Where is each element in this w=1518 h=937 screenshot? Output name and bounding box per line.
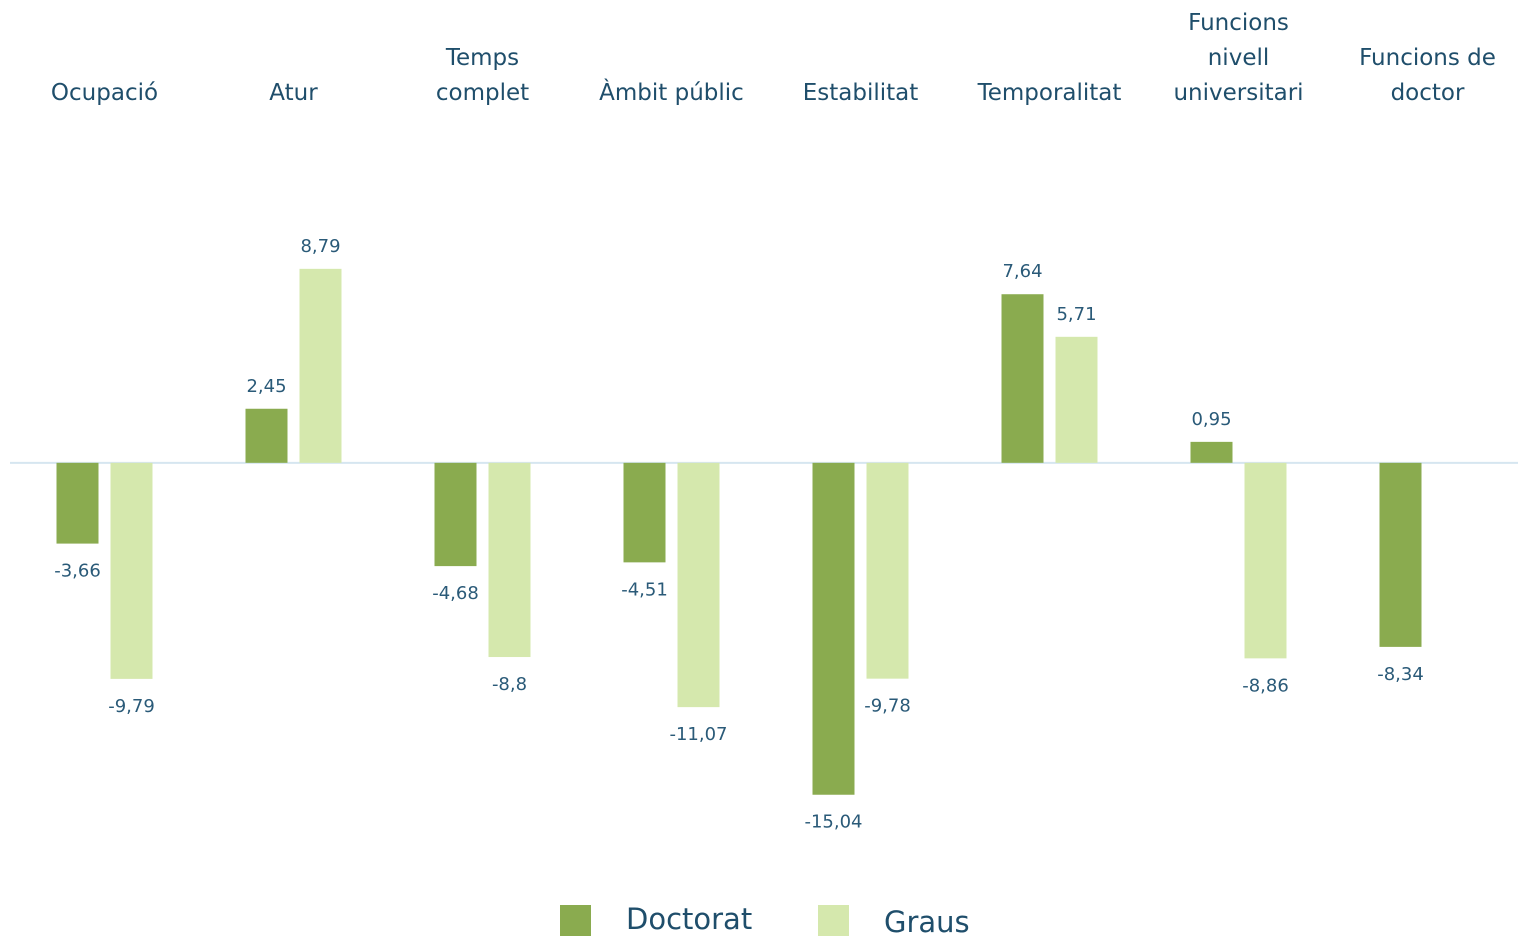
bar bbox=[299, 268, 342, 463]
value-label: -8,86 bbox=[1242, 675, 1289, 696]
category-label: Temps complet bbox=[435, 45, 530, 106]
value-label: 5,71 bbox=[1056, 304, 1096, 325]
legend-swatch bbox=[818, 905, 849, 936]
value-label: 8,79 bbox=[300, 236, 340, 257]
bar bbox=[812, 462, 855, 795]
category-label: Funcions de doctor bbox=[1359, 45, 1496, 106]
category-label: Àmbit públic bbox=[599, 80, 744, 106]
bar bbox=[56, 462, 99, 544]
value-label: 2,45 bbox=[246, 376, 286, 397]
bar bbox=[1190, 441, 1233, 463]
bar bbox=[866, 462, 909, 679]
value-label: -11,07 bbox=[669, 724, 727, 745]
bar bbox=[1244, 462, 1287, 659]
value-label: -9,79 bbox=[108, 696, 155, 717]
legend-swatch bbox=[560, 905, 591, 936]
bar bbox=[677, 462, 720, 708]
category-label: Estabilitat bbox=[802, 80, 919, 106]
value-label: -4,68 bbox=[432, 583, 479, 604]
value-label: -3,66 bbox=[54, 561, 101, 582]
value-label: -15,04 bbox=[804, 812, 862, 833]
value-label: -9,78 bbox=[864, 696, 911, 717]
category-label: Funcions nivell universitari bbox=[1173, 10, 1304, 106]
value-label: -8,34 bbox=[1377, 664, 1424, 685]
bar bbox=[434, 462, 477, 567]
bar bbox=[1001, 294, 1044, 463]
value-label: -4,51 bbox=[621, 579, 668, 600]
category-label: Temporalitat bbox=[977, 80, 1122, 106]
bar bbox=[110, 462, 153, 679]
value-label: -8,8 bbox=[492, 674, 527, 695]
bar bbox=[1379, 462, 1422, 647]
bar bbox=[488, 462, 531, 658]
category-label: Ocupació bbox=[50, 80, 159, 106]
value-label: 7,64 bbox=[1002, 261, 1042, 282]
category-label: Atur bbox=[269, 80, 318, 106]
legend-label: Doctorat bbox=[626, 902, 752, 936]
bar bbox=[245, 408, 288, 463]
legend-label: Graus bbox=[884, 905, 970, 937]
bar bbox=[1055, 336, 1098, 463]
value-label: 0,95 bbox=[1191, 409, 1231, 430]
bar bbox=[623, 462, 666, 563]
